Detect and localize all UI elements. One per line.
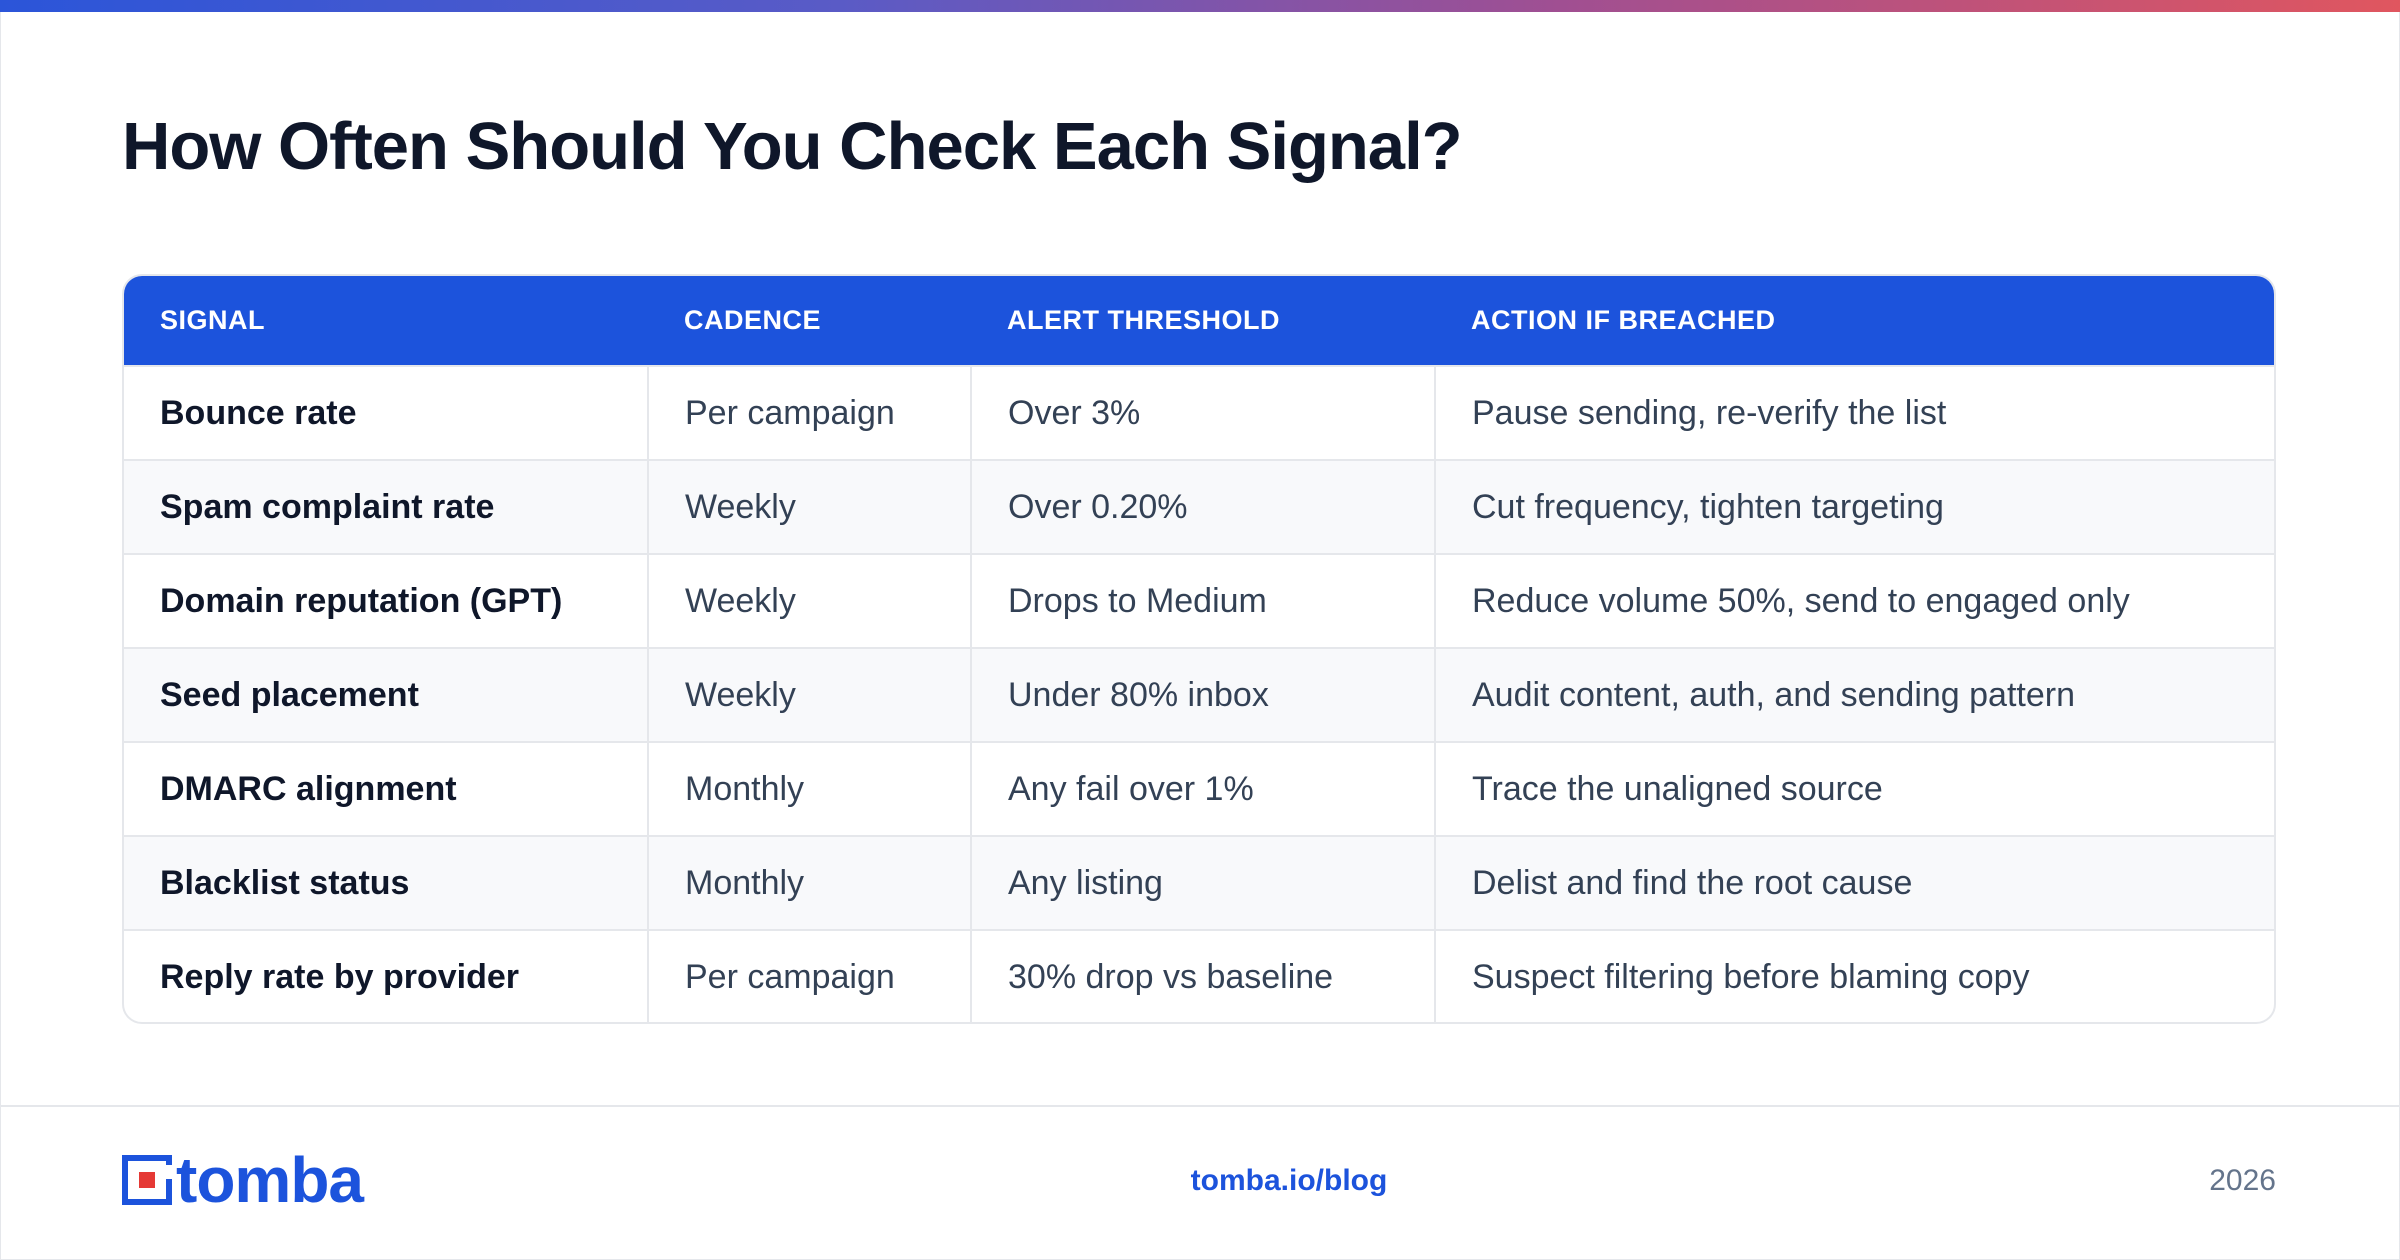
brand-logo[interactable]: tomba <box>122 1148 364 1212</box>
table-row: Bounce rate Per campaign Over 3% Pause s… <box>124 366 2274 460</box>
signal-cell: Seed placement <box>160 675 419 714</box>
signal-cell: Domain reputation (GPT) <box>160 581 563 620</box>
cadence-cell: Monthly <box>647 742 971 836</box>
top-gradient-bar <box>0 0 2400 12</box>
table-row: Domain reputation (GPT) Weekly Drops to … <box>124 554 2274 648</box>
table-header-row: SIGNAL CADENCE ALERT THRESHOLD ACTION IF… <box>124 276 2274 366</box>
threshold-cell: Any fail over 1% <box>970 742 1435 836</box>
cadence-cell: Weekly <box>647 648 971 742</box>
cadence-cell: Weekly <box>647 460 971 554</box>
table-row: Reply rate by provider Per campaign 30% … <box>124 930 2274 1022</box>
table-row: Seed placement Weekly Under 80% inbox Au… <box>124 648 2274 742</box>
signal-table-card: SIGNAL CADENCE ALERT THRESHOLD ACTION IF… <box>122 274 2276 1024</box>
action-cell: Suspect filtering before blaming copy <box>1434 930 2274 1022</box>
cadence-cell: Per campaign <box>647 366 971 460</box>
action-cell: Delist and find the root cause <box>1434 836 2274 930</box>
signal-cell: Spam complaint rate <box>160 487 495 526</box>
header-alert-threshold: ALERT THRESHOLD <box>1007 305 1280 335</box>
signal-cell: Reply rate by provider <box>160 958 520 996</box>
cadence-cell: Monthly <box>647 836 971 930</box>
action-cell: Pause sending, re-verify the list <box>1434 366 2274 460</box>
header-action-if-breached: ACTION IF BREACHED <box>1471 305 1776 335</box>
threshold-cell: Any listing <box>970 836 1435 930</box>
signal-cell: DMARC alignment <box>160 769 457 808</box>
footer-year: 2026 <box>2209 1164 2276 1197</box>
page-title: How Often Should You Check Each Signal? <box>122 109 1463 184</box>
signal-cell: Blacklist status <box>160 863 410 902</box>
cadence-cell: Per campaign <box>647 930 971 1022</box>
action-cell: Cut frequency, tighten targeting <box>1434 460 2274 554</box>
footer-divider <box>0 1105 2400 1107</box>
threshold-cell: Under 80% inbox <box>970 648 1435 742</box>
signal-table: SIGNAL CADENCE ALERT THRESHOLD ACTION IF… <box>124 276 2274 1022</box>
action-cell: Reduce volume 50%, send to engaged only <box>1434 554 2274 648</box>
table-row: DMARC alignment Monthly Any fail over 1%… <box>124 742 2274 836</box>
threshold-cell: 30% drop vs baseline <box>970 930 1435 1022</box>
threshold-cell: Over 0.20% <box>970 460 1435 554</box>
brand-wordmark: tomba <box>176 1144 364 1216</box>
threshold-cell: Drops to Medium <box>970 554 1435 648</box>
threshold-cell: Over 3% <box>970 366 1435 460</box>
tomba-logo-mark-icon <box>122 1155 172 1205</box>
header-signal: SIGNAL <box>160 305 266 335</box>
header-cadence: CADENCE <box>684 305 822 335</box>
action-cell: Trace the unaligned source <box>1434 742 2274 836</box>
cadence-cell: Weekly <box>647 554 971 648</box>
action-cell: Audit content, auth, and sending pattern <box>1434 648 2274 742</box>
signal-cell: Bounce rate <box>160 393 357 432</box>
blog-link[interactable]: tomba.io/blog <box>1190 1164 1388 1197</box>
table-row: Blacklist status Monthly Any listing Del… <box>124 836 2274 930</box>
table-row: Spam complaint rate Weekly Over 0.20% Cu… <box>124 460 2274 554</box>
